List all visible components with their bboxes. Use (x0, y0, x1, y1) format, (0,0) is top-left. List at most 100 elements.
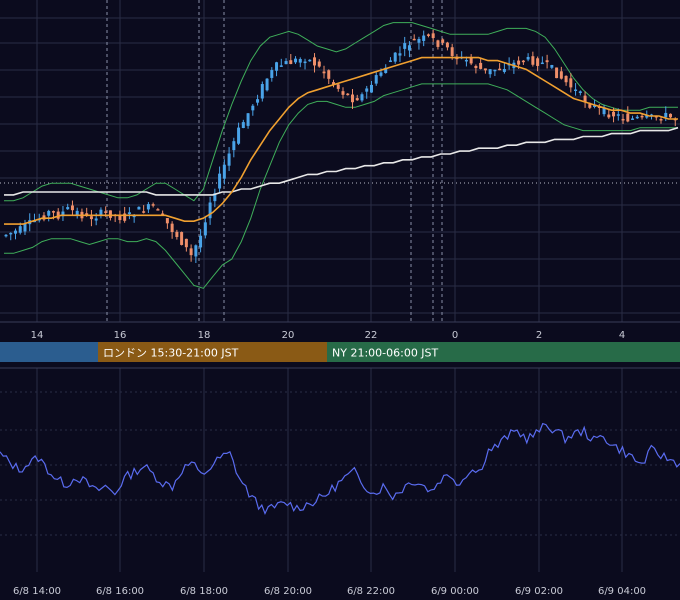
candle-body (298, 59, 302, 63)
candle-body (398, 53, 402, 56)
candle-body (569, 78, 573, 88)
candle-body (640, 115, 644, 118)
session-band-2 (327, 342, 680, 362)
candle-body (260, 84, 264, 99)
candle-body (294, 58, 298, 63)
candle-body (469, 57, 473, 64)
candle-body (479, 62, 483, 69)
candle-body (289, 60, 293, 65)
candle-body (445, 42, 449, 48)
session-band-0 (0, 342, 98, 362)
candle-body (75, 210, 79, 215)
candle-body (379, 72, 383, 76)
candle-body (555, 67, 559, 79)
candle-body (317, 61, 321, 67)
candle-body (156, 209, 160, 211)
candle-body (146, 204, 150, 210)
candle-body (9, 232, 13, 235)
candle-body (488, 69, 492, 75)
oscillator-line (0, 422, 680, 516)
candle-body (284, 61, 288, 65)
candle-body (322, 71, 326, 74)
price-x-tick-label-4: 22 (365, 330, 378, 341)
candle-body (593, 105, 597, 107)
candle-body (104, 211, 108, 213)
candle-body (659, 119, 663, 121)
candle-body (56, 211, 60, 219)
candle-body (550, 65, 554, 68)
candle-body (132, 215, 136, 218)
candle-body (355, 98, 359, 101)
price-x-tick-label-0: 14 (31, 330, 44, 341)
candle-body (4, 234, 8, 237)
candle-body (474, 65, 478, 69)
price-x-tick-label-2: 18 (198, 330, 211, 341)
candle-body (583, 95, 587, 103)
candle-body (612, 111, 616, 117)
candle-body (536, 58, 540, 66)
candle-body (70, 205, 74, 211)
price-x-tick-label-6: 2 (536, 330, 542, 341)
candle-body (251, 105, 255, 111)
candle-body (246, 113, 250, 126)
candle-body (32, 220, 36, 223)
candle-body (664, 112, 668, 118)
bollinger-lower-line (4, 83, 678, 289)
candle-body (23, 224, 27, 232)
candle-body (365, 88, 369, 92)
candle-body (241, 122, 245, 129)
candle-body (194, 245, 198, 257)
candle-body (222, 164, 226, 179)
candle-body (218, 173, 222, 189)
candle-body (203, 222, 207, 236)
candle-body (621, 118, 625, 121)
candle-body (151, 204, 155, 206)
candle-body (616, 114, 620, 116)
candle-body (493, 69, 497, 72)
candle-body (303, 61, 307, 64)
price-x-tick-label-5: 0 (452, 330, 458, 341)
candle-body (517, 60, 521, 65)
candle-body (588, 104, 592, 108)
candle-body (165, 218, 169, 224)
candle-body (441, 39, 445, 43)
candle-body (275, 62, 279, 71)
candle-body (635, 116, 639, 119)
candle-body (137, 206, 141, 210)
osc-x-tick-label-5: 6/9 00:00 (431, 586, 479, 597)
candle-body (99, 209, 103, 216)
candle-body (213, 193, 217, 202)
candle-body (369, 84, 373, 93)
osc-x-tick-label-2: 6/8 18:00 (180, 586, 228, 597)
candle-body (526, 56, 530, 60)
candle-body (531, 56, 535, 65)
candle-body (308, 59, 312, 62)
bollinger-upper-line (4, 22, 678, 202)
candle-body (208, 202, 212, 219)
candle-body (407, 45, 411, 51)
candle-body (431, 33, 435, 38)
price-x-tick-label-7: 4 (619, 330, 625, 341)
candle-body (412, 38, 416, 41)
candle-body (602, 107, 606, 115)
candle-body (161, 213, 165, 215)
candle-body (142, 211, 146, 213)
moving-average-short-line (4, 56, 678, 225)
candle-body (94, 218, 98, 221)
osc-x-tick-label-4: 6/8 22:00 (347, 586, 395, 597)
candle-body (450, 47, 454, 57)
osc-x-tick-label-1: 6/8 16:00 (96, 586, 144, 597)
candle-body (51, 211, 55, 213)
candle-body (483, 68, 487, 71)
candle-body (270, 70, 274, 78)
candle-body (180, 232, 184, 245)
candle-body (175, 231, 179, 237)
price-x-tick-label-1: 16 (114, 330, 127, 341)
candle-body (332, 82, 336, 85)
candle-body (374, 75, 378, 84)
candle-body (574, 89, 578, 91)
candle-body (279, 65, 283, 67)
